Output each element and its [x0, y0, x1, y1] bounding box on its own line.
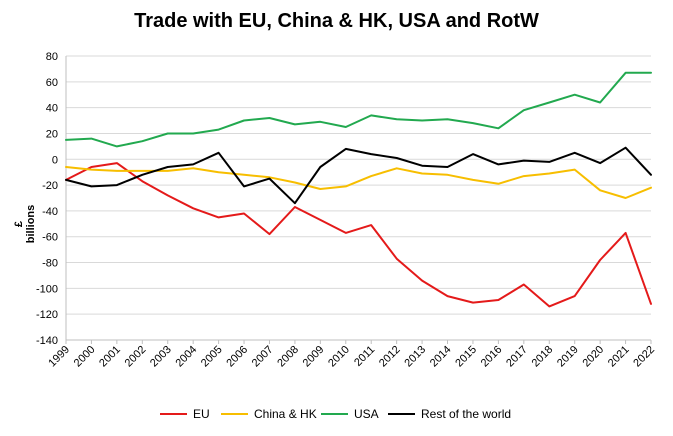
legend-swatch-usa — [321, 413, 348, 415]
x-tick-label: 2020 — [580, 344, 606, 370]
legend-swatch-china-hk — [221, 413, 248, 415]
legend-label-eu: EU — [193, 407, 210, 421]
legend: EU China & HK USA Rest of the world — [150, 404, 550, 424]
x-tick-label: 2012 — [377, 344, 403, 370]
x-tick-label: 2011 — [352, 344, 377, 369]
x-tick-label: 2010 — [326, 344, 352, 370]
x-tick-label: 2008 — [275, 344, 301, 370]
series-line-usa — [65, 71, 652, 148]
legend-item-rest-of-world: Rest of the world — [388, 404, 511, 424]
y-tick-label: 60 — [46, 77, 58, 89]
x-tick-label: 2022 — [631, 344, 657, 370]
x-tick-label: 2013 — [402, 344, 428, 370]
legend-label-usa: USA — [354, 407, 379, 421]
x-tick-label: 2005 — [199, 344, 225, 370]
legend-swatch-eu — [160, 413, 187, 415]
x-tick-label: 2009 — [301, 344, 327, 370]
y-tick-label: -80 — [42, 258, 58, 270]
y-tick-label: 0 — [52, 154, 58, 166]
x-tick-label: 2021 — [606, 344, 632, 370]
y-tick-label: -120 — [36, 309, 58, 321]
x-tick-label: 2007 — [250, 344, 276, 370]
legend-swatch-rest-of-world — [388, 413, 415, 415]
legend-label-china-hk: China & HK — [254, 407, 317, 421]
legend-item-china-hk: China & HK — [221, 404, 317, 424]
axes — [65, 56, 652, 344]
x-tick-label: 2015 — [453, 344, 479, 370]
x-tick-label: 2001 — [97, 344, 123, 370]
x-tick-label: 2019 — [555, 344, 581, 370]
x-tick-label: 2017 — [504, 344, 530, 370]
legend-item-usa: USA — [321, 404, 379, 424]
y-tick-label: -20 — [42, 180, 58, 192]
x-tick-label: 1999 — [46, 344, 72, 370]
x-tick-label: 2003 — [148, 344, 174, 370]
y-tick-label: -60 — [42, 232, 58, 244]
chart-title: Trade with EU, China & HK, USA and RotW — [134, 10, 539, 32]
x-tick-label: 2006 — [224, 344, 250, 370]
legend-item-eu: EU — [160, 404, 210, 424]
series-line-rest-of-the-world — [65, 146, 652, 205]
y-tick-label: -140 — [36, 335, 58, 347]
x-tick-label: 2002 — [123, 344, 149, 370]
series-line-china-hk — [65, 166, 652, 199]
x-tick-label: 2016 — [479, 344, 505, 370]
y-tick-labels: 80 60 40 20 0 -20 -40 -60 -80 -100 -120 -140 — [36, 51, 58, 347]
x-tick-label: 2014 — [428, 344, 454, 370]
y-tick-label: -40 — [42, 206, 58, 218]
series-lines — [65, 71, 652, 308]
legend-label-rest-of-world: Rest of the world — [421, 407, 512, 421]
y-tick-label: 80 — [46, 51, 58, 63]
y-tick-label: -100 — [36, 283, 58, 295]
series-line-eu — [65, 162, 652, 308]
y-tick-label: 20 — [46, 128, 58, 140]
x-tick-labels: 1999 2000 2001 2002 2003 2004 2005 2006 2007 2008… — [46, 344, 657, 370]
x-tick-label: 2018 — [530, 344, 556, 370]
y-tick-label: 40 — [46, 103, 58, 115]
x-tick-label: 2004 — [173, 344, 199, 370]
x-tick-label: 2000 — [72, 344, 98, 370]
